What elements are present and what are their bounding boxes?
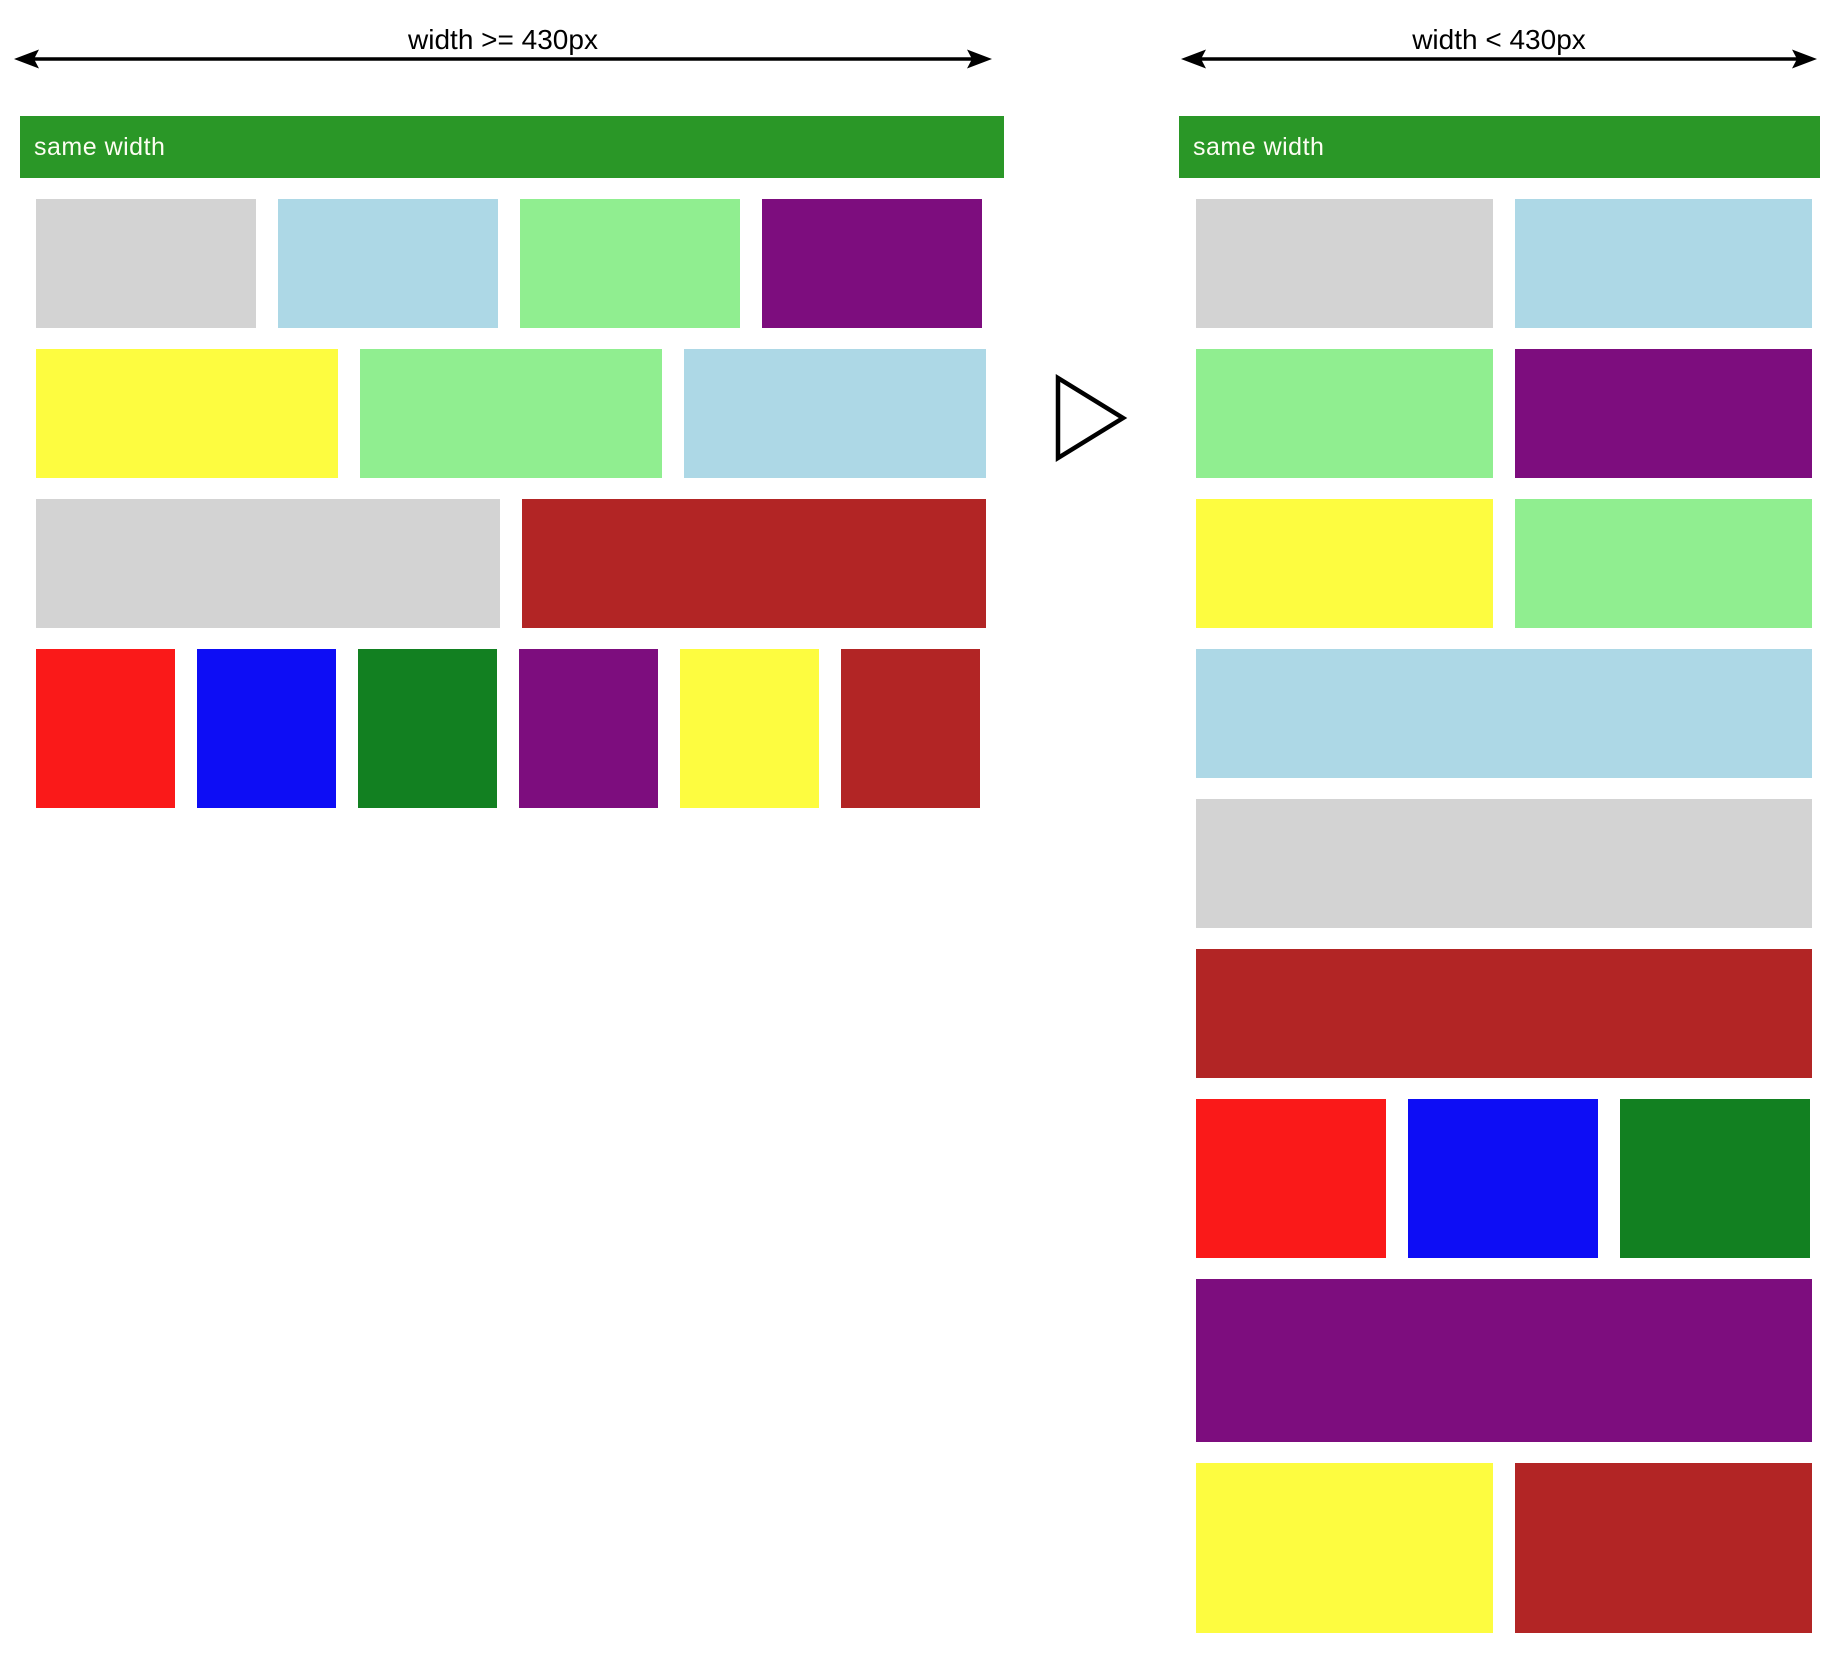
wide-double-arrow-icon (14, 49, 992, 69)
block-row (1196, 1279, 1812, 1442)
block-purple (1196, 1279, 1812, 1442)
wide-width-label: width >= 430px (408, 24, 598, 55)
block-firebrick (841, 649, 980, 808)
block-red (1196, 1099, 1386, 1258)
wide-blocks-grid (20, 199, 1004, 808)
block-row (36, 649, 986, 808)
block-blue (197, 649, 336, 808)
block-lightgray (36, 499, 500, 628)
block-lightgreen (1515, 499, 1812, 628)
block-lightgreen (360, 349, 662, 478)
block-purple (519, 649, 658, 808)
block-lightgray (36, 199, 256, 328)
block-firebrick (522, 499, 986, 628)
block-yellow (36, 349, 338, 478)
block-green (1620, 1099, 1810, 1258)
block-lightgreen (1196, 349, 1493, 478)
block-blue (1408, 1099, 1598, 1258)
narrow-double-arrow-icon (1181, 49, 1817, 69)
block-lightgray (1196, 199, 1493, 328)
block-row (36, 199, 986, 328)
wide-layout-panel: same width (20, 116, 1004, 808)
block-row (1196, 799, 1812, 928)
narrow-panel-header-label: same width (1193, 132, 1325, 161)
block-green (358, 649, 497, 808)
block-lightgreen (520, 199, 740, 328)
block-yellow (1196, 499, 1493, 628)
block-lightblue (1196, 649, 1812, 778)
narrow-panel-header: same width (1179, 116, 1820, 178)
block-purple (1515, 349, 1812, 478)
narrow-layout-panel: same width (1179, 116, 1820, 1633)
block-row (1196, 349, 1812, 478)
narrow-blocks-grid (1179, 199, 1820, 1633)
block-lightblue (684, 349, 986, 478)
block-firebrick (1515, 1463, 1812, 1633)
block-row (1196, 1463, 1812, 1633)
narrow-width-label: width < 430px (1412, 24, 1586, 55)
block-row (1196, 649, 1812, 778)
reflow-triangle-icon (1055, 373, 1128, 463)
block-lightgray (1196, 799, 1812, 928)
block-yellow (680, 649, 819, 808)
block-lightblue (278, 199, 498, 328)
block-row (36, 349, 986, 478)
block-red (36, 649, 175, 808)
block-row (1196, 1099, 1812, 1258)
block-row (1196, 949, 1812, 1078)
block-firebrick (1196, 949, 1812, 1078)
block-purple (762, 199, 982, 328)
wide-panel-header: same width (20, 116, 1004, 178)
block-row (1196, 199, 1812, 328)
block-lightblue (1515, 199, 1812, 328)
block-row (1196, 499, 1812, 628)
block-row (36, 499, 986, 628)
block-yellow (1196, 1463, 1493, 1633)
wide-panel-header-label: same width (34, 132, 166, 161)
